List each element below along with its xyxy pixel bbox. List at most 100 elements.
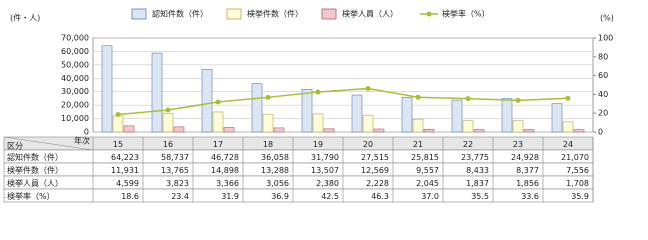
rate-marker <box>465 96 471 102</box>
bar <box>101 45 113 133</box>
row-label: 認知件数（件） <box>7 152 63 162</box>
legend-swatch <box>226 8 242 20</box>
table-header-bg <box>3 136 594 151</box>
table-cell: 31.9 <box>221 192 239 201</box>
legend-swatch <box>131 8 147 20</box>
table-cell: 7,556 <box>566 166 589 175</box>
y-tick-label: 50,000 <box>61 60 89 69</box>
table-cell: 36.9 <box>271 192 289 201</box>
bar <box>223 127 235 133</box>
bar <box>512 120 524 133</box>
table-row <box>3 149 594 164</box>
bar <box>551 103 563 133</box>
rate-marker <box>265 94 271 100</box>
x-tick-label: 20 <box>363 140 373 149</box>
table-cell: 21,070 <box>561 153 589 162</box>
row-header: 区分 <box>7 142 23 151</box>
rate-marker <box>115 112 121 118</box>
bar <box>501 98 513 133</box>
table-cell: 1,837 <box>466 179 489 188</box>
rate-marker <box>315 89 321 95</box>
y-tick-label: 30,000 <box>61 87 89 96</box>
bar <box>112 115 124 133</box>
table-cell: 46,728 <box>211 153 239 162</box>
bar <box>573 129 585 133</box>
bar <box>323 128 335 133</box>
table-row <box>3 162 594 177</box>
y2-tick-label: 0 <box>598 128 603 137</box>
bar <box>212 111 224 133</box>
legend-label: 検挙人員（人） <box>342 9 398 19</box>
x-tick-label: 17 <box>213 140 223 149</box>
bar <box>423 128 435 133</box>
rate-marker <box>165 107 171 113</box>
table-cell: 11,931 <box>111 166 139 175</box>
rate-marker <box>515 97 521 103</box>
x-tick-label: 16 <box>163 140 173 149</box>
y2-tick-label: 80 <box>598 52 608 61</box>
bar <box>173 126 185 133</box>
row-label: 検挙件数（件） <box>7 165 63 175</box>
table-cell: 23,775 <box>461 153 489 162</box>
chart: (件・人) (%) 0 10,000 20,000 30,000 40,000 50,00… <box>3 8 614 203</box>
bar <box>523 129 535 133</box>
y-tick-label: 60,000 <box>61 47 89 56</box>
legend-label: 検挙率（%） <box>442 9 490 19</box>
y-tick-label: 70,000 <box>61 34 89 43</box>
table-cell: 31,790 <box>311 153 339 162</box>
bar <box>262 113 274 133</box>
legend-marker <box>426 11 432 17</box>
rate-marker <box>565 95 571 101</box>
column-header: 年次 <box>74 136 90 146</box>
bar <box>412 118 424 133</box>
rate-marker <box>215 99 221 105</box>
bar <box>562 121 574 133</box>
table-cell: 35.9 <box>571 192 589 201</box>
table-cell: 58,737 <box>161 153 189 162</box>
bar <box>312 113 324 133</box>
row-label: 検挙人員（人） <box>7 178 63 188</box>
y-tick-label: 0 <box>84 128 89 137</box>
bar <box>123 125 135 133</box>
bar <box>373 128 385 133</box>
bar <box>201 68 213 133</box>
row-label: 検挙率（%） <box>7 191 55 201</box>
table-cell: 12,569 <box>361 166 389 175</box>
rate-line <box>117 87 569 116</box>
x-tick-label: 21 <box>413 140 423 149</box>
table-diagonal <box>3 136 94 151</box>
y-tick-label: 40,000 <box>61 74 89 83</box>
table-cell: 8,433 <box>466 166 489 175</box>
table-cell: 1,856 <box>516 179 539 188</box>
bar <box>401 97 413 133</box>
y2-tick-label: 40 <box>598 90 608 99</box>
table-cell: 18.6 <box>121 192 139 201</box>
x-tick-label: 22 <box>463 140 473 149</box>
y2-tick-label: 20 <box>598 109 608 118</box>
bar <box>451 99 463 133</box>
table-cell: 33.6 <box>521 192 539 201</box>
table-cell: 8,377 <box>516 166 539 175</box>
bar <box>362 114 374 133</box>
y-axis-label: (件・人) <box>10 13 40 23</box>
table-cell: 37.0 <box>421 192 439 201</box>
table-cell: 3,366 <box>216 179 239 188</box>
table-cell: 25,815 <box>411 153 439 162</box>
table-cell: 2,380 <box>316 179 339 188</box>
table-row <box>3 188 594 203</box>
bar <box>251 83 263 133</box>
table-cell: 9,557 <box>416 166 439 175</box>
table-cell: 24,928 <box>511 153 539 162</box>
table-cell: 4,599 <box>116 179 139 188</box>
rate-marker <box>365 85 371 91</box>
legend-label: 認知件数（件） <box>152 9 208 19</box>
table-cell: 14,898 <box>211 166 239 175</box>
table-cell: 23.4 <box>171 192 189 201</box>
bar <box>151 52 163 133</box>
rate-marker <box>415 94 421 100</box>
table-cell: 13,507 <box>311 166 339 175</box>
table-cell: 3,823 <box>166 179 189 188</box>
table-cell: 13,288 <box>261 166 289 175</box>
x-tick-label: 24 <box>563 140 573 149</box>
table-cell: 27,515 <box>361 153 389 162</box>
